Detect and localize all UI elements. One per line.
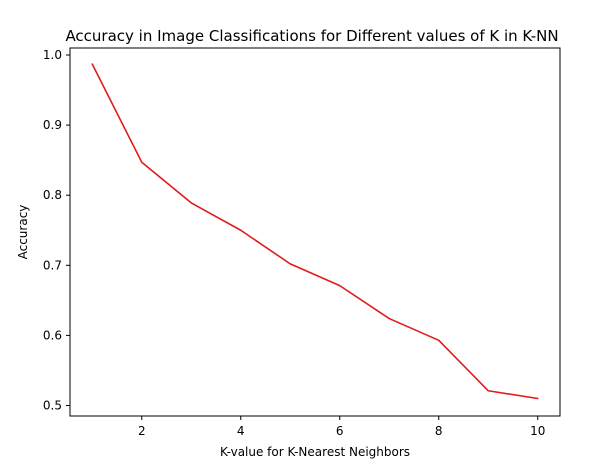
x-axis: 2 4 6 8 10 — [138, 416, 545, 438]
y-tick-label: 0.7 — [43, 258, 62, 272]
x-tick-label: 10 — [530, 424, 545, 438]
y-tick-label: 1.0 — [43, 48, 62, 62]
x-tick-label: 2 — [138, 424, 146, 438]
chart-title: Accuracy in Image Classifications for Di… — [65, 27, 558, 45]
y-tick-label: 0.6 — [43, 328, 62, 342]
x-tick-label: 8 — [435, 424, 443, 438]
y-axis-label: Accuracy — [16, 205, 30, 260]
y-tick-label: 0.5 — [43, 398, 62, 412]
x-tick-label: 4 — [237, 424, 245, 438]
y-tick-label: 0.8 — [43, 188, 62, 202]
y-axis: 0.5 0.6 0.7 0.8 0.9 1.0 — [43, 48, 70, 412]
x-tick-label: 6 — [336, 424, 344, 438]
plot-area — [91, 63, 539, 400]
plot-frame — [69, 47, 561, 417]
accuracy-series-line — [91, 63, 539, 400]
y-tick-label: 0.9 — [43, 118, 62, 132]
x-axis-label: K-value for K-Nearest Neighbors — [220, 445, 410, 459]
